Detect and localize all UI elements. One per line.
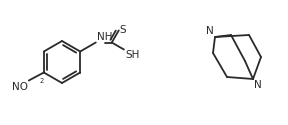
Text: 2: 2	[40, 78, 44, 84]
Text: S: S	[120, 25, 126, 35]
Text: NH: NH	[97, 32, 112, 42]
Text: NO: NO	[12, 82, 28, 92]
Text: SH: SH	[125, 50, 139, 60]
Text: N: N	[206, 26, 214, 36]
Text: N: N	[254, 80, 262, 90]
